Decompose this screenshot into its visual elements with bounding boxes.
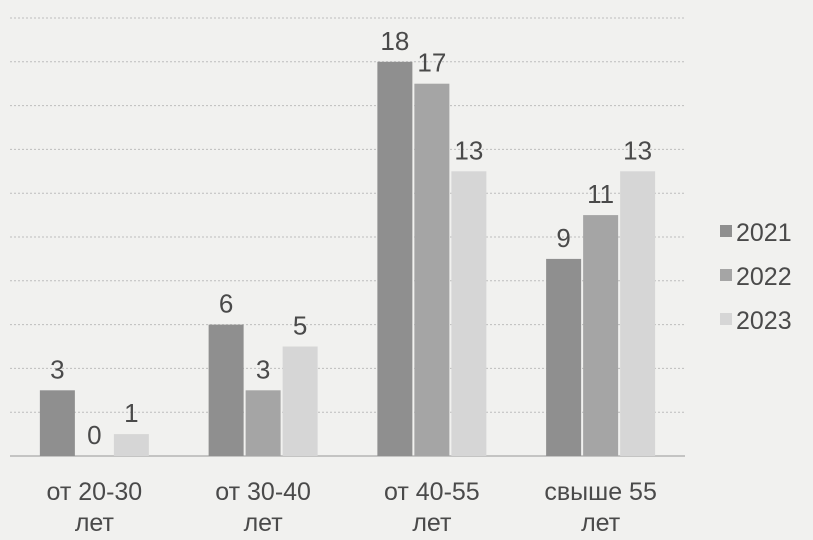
category-label-0: от 20-30 лет (47, 478, 143, 537)
value-label-2022-2: 17 (417, 48, 446, 78)
value-label-2023-2: 13 (454, 135, 483, 165)
value-label-2021-3: 9 (556, 223, 570, 253)
value-label-2023-1: 5 (293, 311, 307, 341)
bar-2021-1 (208, 324, 244, 456)
legend-label-2022: 2022 (736, 263, 792, 291)
legend-label-2023: 2023 (736, 307, 792, 335)
value-label-2023-3: 13 (623, 135, 652, 165)
value-label-2021-2: 18 (380, 26, 409, 56)
bar-2023-1 (282, 346, 318, 456)
value-label-2022-0: 0 (87, 420, 101, 450)
bar-2023-3 (620, 171, 656, 457)
value-label-2022-3: 11 (587, 179, 614, 209)
bar-2022-3 (583, 215, 619, 456)
bar-2023-0 (113, 434, 149, 456)
legend-label-2021: 2021 (736, 219, 792, 247)
value-label-2023-0: 1 (124, 398, 138, 428)
category-label-1: от 30-40 лет (215, 478, 311, 537)
category-label-2: от 40-55 лет (384, 478, 480, 537)
value-label-2022-1: 3 (256, 354, 270, 384)
legend: 2021 2022 2023 (720, 219, 792, 335)
bar-2021-2 (377, 61, 413, 457)
legend-swatch-2022 (720, 269, 732, 281)
bar-2022-2 (414, 83, 450, 456)
legend-swatch-2021 (720, 225, 732, 237)
value-label-2021-1: 6 (219, 289, 233, 319)
gridlines (10, 17, 685, 457)
bar-2023-2 (451, 171, 487, 457)
value-label-2021-0: 3 (50, 354, 64, 384)
bar-2022-1 (245, 390, 281, 456)
bar-2021-0 (39, 390, 75, 456)
legend-swatch-2023 (720, 313, 732, 325)
category-label-3: свыше 55 лет (544, 478, 656, 537)
category-labels: от 20-30 лет от 30-40 лет от 40-55 лет свыше 5… (47, 478, 657, 537)
bar-2021-3 (546, 258, 582, 456)
bars (39, 61, 656, 457)
